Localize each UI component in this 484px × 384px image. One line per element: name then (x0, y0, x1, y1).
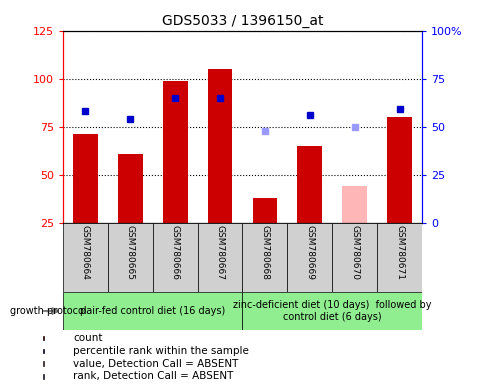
Text: count: count (73, 333, 102, 343)
Bar (376, 223, 421, 292)
Text: GSM780668: GSM780668 (260, 225, 269, 280)
Bar (73, 134, 98, 223)
Text: GSM780671: GSM780671 (394, 225, 403, 280)
Bar (63, 223, 107, 292)
Bar (152, 223, 197, 292)
Bar (118, 154, 142, 223)
Bar (107, 223, 152, 292)
Bar (43, 374, 44, 379)
Bar (43, 336, 44, 341)
Text: GSM780665: GSM780665 (125, 225, 135, 280)
Title: GDS5033 / 1396150_at: GDS5033 / 1396150_at (162, 14, 322, 28)
Text: GSM780666: GSM780666 (170, 225, 180, 280)
Bar (287, 223, 332, 292)
Bar (197, 223, 242, 292)
Text: pair-fed control diet (16 days): pair-fed control diet (16 days) (80, 306, 225, 316)
Bar (386, 117, 411, 223)
Text: GSM780669: GSM780669 (304, 225, 314, 280)
Bar (252, 198, 277, 223)
Text: value, Detection Call = ABSENT: value, Detection Call = ABSENT (73, 359, 238, 369)
Bar (43, 349, 44, 353)
Bar (332, 223, 376, 292)
Bar (242, 292, 421, 330)
Bar (242, 223, 287, 292)
Text: GSM780670: GSM780670 (349, 225, 359, 280)
Text: rank, Detection Call = ABSENT: rank, Detection Call = ABSENT (73, 371, 233, 381)
Bar (163, 81, 187, 223)
Text: zinc-deficient diet (10 days)  followed by
control diet (6 days): zinc-deficient diet (10 days) followed b… (232, 300, 431, 322)
Bar (297, 146, 321, 223)
Bar (63, 292, 242, 330)
Bar (342, 186, 366, 223)
Text: GSM780667: GSM780667 (215, 225, 224, 280)
Text: percentile rank within the sample: percentile rank within the sample (73, 346, 248, 356)
Bar (43, 361, 44, 366)
Bar (207, 69, 232, 223)
Text: GSM780664: GSM780664 (81, 225, 90, 280)
Text: growth protocol: growth protocol (10, 306, 86, 316)
